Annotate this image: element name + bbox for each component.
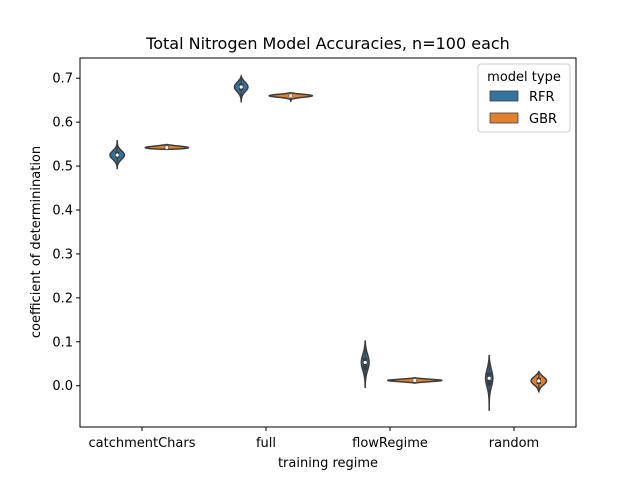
x-tick-label: random: [489, 436, 539, 451]
violin-rfr-catchmentChars: [109, 140, 126, 170]
violin-rfr-flowRegime: [360, 340, 370, 388]
legend-swatch-gbr: [489, 112, 519, 124]
legend-label-gbr: GBR: [529, 112, 557, 127]
violins-layer: [109, 74, 548, 411]
violin-median-dot: [115, 153, 119, 157]
violin-gbr-flowRegime: [386, 377, 443, 384]
violin-gbr-catchmentChars: [144, 143, 190, 151]
violin-median-dot: [165, 146, 169, 150]
legend: model type RFR GBR: [477, 63, 571, 133]
plot-area-frame: [79, 57, 577, 428]
violin-rfr-random: [484, 354, 494, 411]
y-tick-label: 0.7: [52, 72, 73, 87]
violin-median-dot: [363, 360, 367, 365]
y-tick-label: 0.0: [52, 379, 73, 394]
legend-title: model type: [487, 70, 561, 85]
y-axis-ticks: 0.0 0.1 0.2 0.3 0.4 0.5 0.6 0.7: [52, 72, 80, 394]
x-axis-label: training regime: [278, 456, 378, 471]
legend-swatch-rfr: [489, 90, 519, 102]
x-tick-label: flowRegime: [352, 436, 428, 451]
x-tick-label: catchmentChars: [89, 436, 196, 451]
violin-iqr-box: [363, 358, 368, 371]
y-tick-label: 0.4: [52, 203, 73, 218]
y-tick-label: 0.5: [52, 160, 73, 175]
violin-gbr-full: [268, 91, 314, 102]
y-tick-label: 0.2: [52, 291, 73, 306]
y-tick-label: 0.1: [52, 335, 73, 350]
y-tick-label: 0.6: [52, 116, 73, 131]
violin-rfr-full: [233, 74, 249, 103]
x-tick-label: full: [256, 436, 276, 451]
legend-label-rfr: RFR: [529, 90, 555, 105]
x-axis-ticks: catchmentChars full flowRegime random: [89, 427, 539, 451]
violin-median-dot: [537, 379, 541, 383]
violin-median-dot: [413, 378, 417, 383]
violin-median-dot: [487, 376, 491, 380]
violin-median-dot: [239, 85, 243, 89]
chart-title: Total Nitrogen Model Accuracies, n=100 e…: [145, 34, 510, 53]
violin-median-dot: [289, 94, 293, 98]
violin-gbr-random: [530, 370, 548, 393]
y-axis-label: coefficient of determinination: [29, 146, 44, 338]
y-tick-label: 0.3: [52, 247, 73, 262]
